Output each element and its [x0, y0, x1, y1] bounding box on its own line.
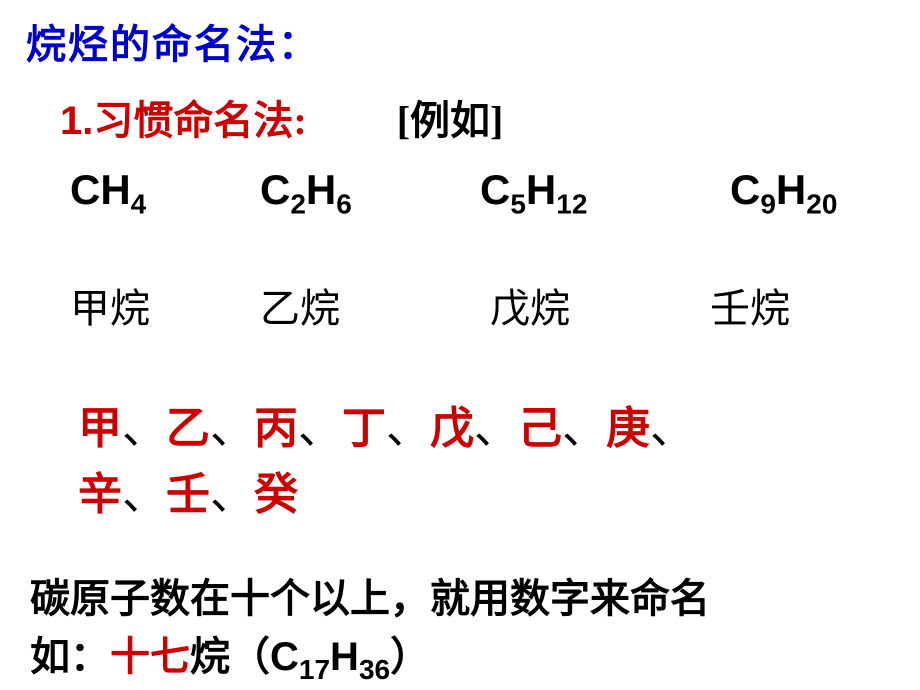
stem-geng: 庚 [606, 404, 650, 453]
separator: 、 [474, 404, 518, 453]
formula-text: H [776, 166, 806, 213]
stem-jia: 甲 [78, 404, 122, 453]
formula-text: C [480, 166, 510, 213]
example-label: [例如] [397, 88, 504, 146]
formula-sub: 5 [510, 188, 526, 219]
formula-sub: 4 [131, 188, 147, 219]
stem-gui: 癸 [254, 470, 298, 519]
separator: 、 [210, 404, 254, 453]
formula-c5h12: C5H12 [480, 166, 730, 214]
separator: 、 [122, 470, 166, 519]
formula-c2h6: C2H6 [260, 166, 480, 214]
stem-wu: 戊 [430, 404, 474, 453]
note-formula: C17H36 [270, 635, 390, 679]
formula-row: CH4 C2H6 C5H12 C9H20 [70, 166, 900, 214]
formula-text: C [270, 635, 299, 679]
name-ethane: 乙烷 [260, 276, 490, 334]
formula-sub: 9 [760, 188, 776, 219]
note-prefix: 如： [30, 634, 110, 679]
note-line1: 碳原子数在十个以上，就用数字来命名 [30, 570, 900, 628]
formula-text: H [330, 635, 359, 679]
stem-yi: 乙 [166, 404, 210, 453]
name-methane: 甲烷 [70, 276, 260, 334]
formula-sub: 20 [806, 188, 837, 219]
name-pentane: 戊烷 [490, 276, 710, 334]
section-label: 习惯命名法: [93, 88, 306, 146]
formula-sub: 2 [290, 188, 306, 219]
formula-sub: 17 [299, 654, 330, 685]
separator: 、 [386, 404, 430, 453]
formula-sub: 36 [359, 654, 390, 685]
separator: 、 [562, 404, 606, 453]
formula-text: H [306, 166, 336, 213]
formula-text: C [730, 166, 760, 213]
note-suffix1: 烷（ [190, 634, 270, 679]
formula-ch4: CH4 [70, 166, 260, 214]
section-number: 1. [60, 99, 93, 144]
stem-bing: 丙 [254, 404, 298, 453]
stem-list: 甲、乙、丙、丁、戊、己、庚、辛、壬、癸 [78, 396, 900, 528]
slide-page: 烷烃的命名法： 1. 习惯命名法: [例如] CH4 C2H6 C5H12 C9… [0, 0, 920, 690]
name-row: 甲烷 乙烷 戊烷 壬烷 [70, 276, 900, 334]
note-highlight: 十七 [110, 634, 190, 679]
section-heading-row: 1. 习惯命名法: [例如] [60, 88, 900, 146]
formula-sub: 6 [336, 188, 352, 219]
separator: 、 [122, 404, 166, 453]
separator: 、 [298, 404, 342, 453]
stem-ji: 己 [518, 404, 562, 453]
formula-text: C [260, 166, 290, 213]
formula-c9h20: C9H20 [730, 166, 837, 214]
formula-sub: 12 [556, 188, 587, 219]
note-suffix2: ） [390, 634, 430, 679]
note-line2: 如：十七烷（C17H36） [30, 628, 900, 686]
stem-ren: 壬 [166, 470, 210, 519]
note-block: 碳原子数在十个以上，就用数字来命名 如：十七烷（C17H36） [30, 570, 900, 686]
separator: 、 [650, 404, 694, 453]
stem-xin: 辛 [78, 470, 122, 519]
separator: 、 [210, 470, 254, 519]
stem-ding: 丁 [342, 404, 386, 453]
formula-text: CH [70, 166, 131, 213]
name-nonane: 壬烷 [710, 276, 790, 334]
formula-text: H [526, 166, 556, 213]
page-title: 烷烃的命名法： [26, 12, 900, 70]
